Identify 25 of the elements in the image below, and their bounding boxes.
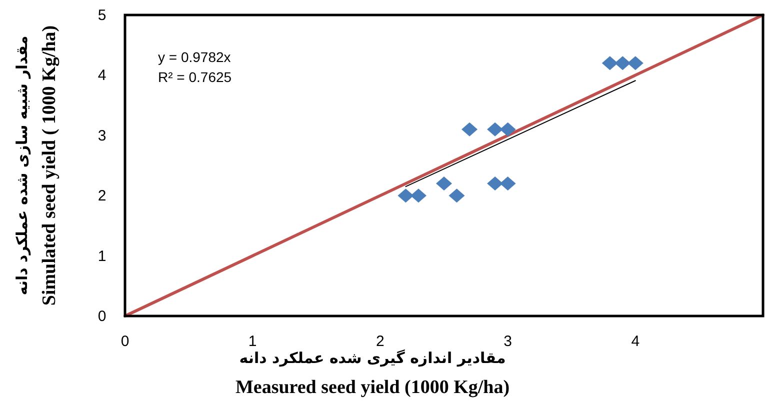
annotation: R² = 0.7625 bbox=[158, 69, 232, 85]
annotation: y = 0.9782x bbox=[158, 49, 231, 65]
y-tick-label: 1 bbox=[98, 248, 106, 265]
point bbox=[500, 122, 516, 136]
x-tick-label: 0 bbox=[120, 333, 130, 350]
point bbox=[614, 56, 631, 70]
y-tick-label: 4 bbox=[98, 67, 106, 84]
y-tick-label: 2 bbox=[98, 188, 106, 205]
point bbox=[448, 188, 465, 203]
y-tick-label: 5 bbox=[98, 7, 106, 24]
x-tick-label: 2 bbox=[376, 333, 384, 350]
point bbox=[500, 176, 516, 191]
x-tick-label: 3 bbox=[504, 333, 512, 350]
point bbox=[436, 176, 452, 191]
point bbox=[398, 188, 414, 203]
x-tick-label: 4 bbox=[631, 333, 640, 350]
point bbox=[627, 56, 644, 70]
y-tick-label: 0 bbox=[98, 308, 106, 325]
point bbox=[602, 56, 618, 70]
point bbox=[487, 122, 504, 136]
x-tick-label: 1 bbox=[248, 333, 257, 350]
point bbox=[410, 188, 426, 203]
point bbox=[462, 122, 478, 136]
point bbox=[487, 176, 504, 191]
y-tick-label: 3 bbox=[98, 127, 106, 144]
